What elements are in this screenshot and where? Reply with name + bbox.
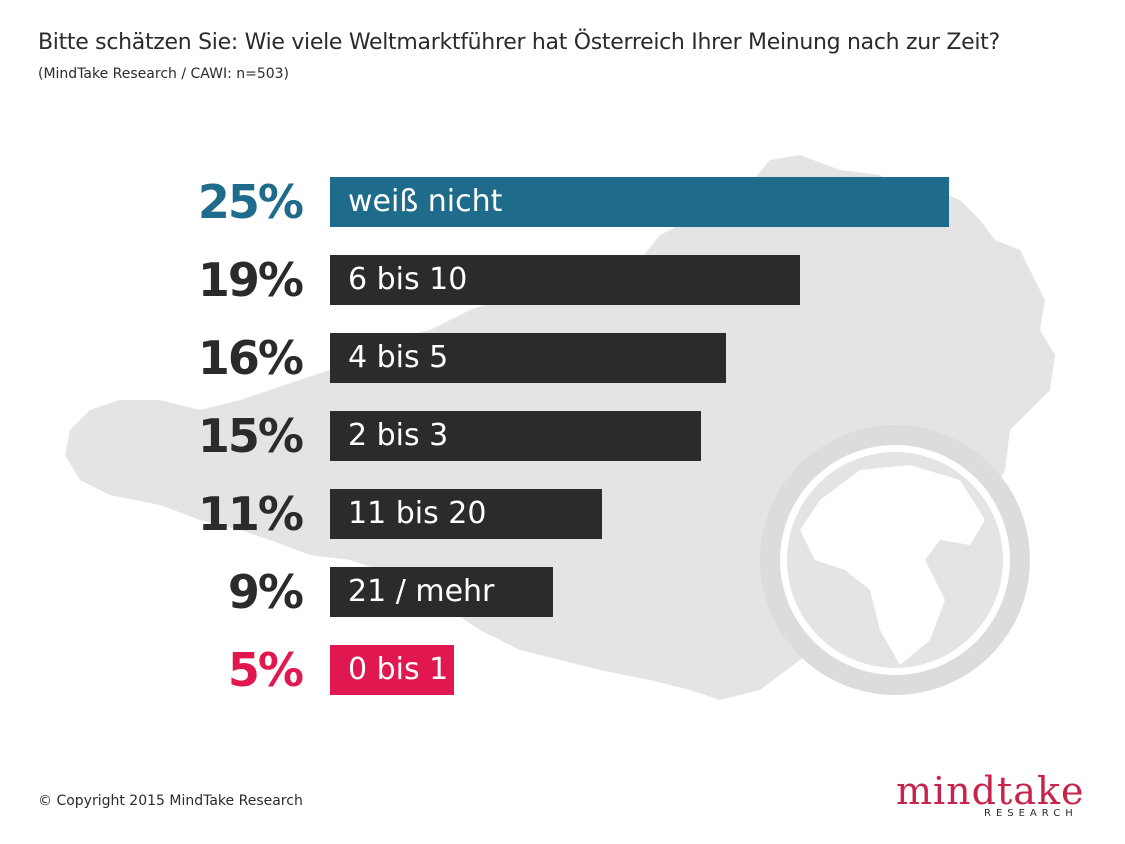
value-label: 15% [197,409,304,463]
value-label: 19% [197,253,304,307]
logo-subtitle: RESEARCH [984,808,1078,819]
page-title: Bitte schätzen Sie: Wie viele Weltmarktf… [38,30,1000,55]
value-label: 9% [227,565,304,619]
mindtake-logo: mindtake RESEARCH [896,768,1086,824]
page-subtitle: (MindTake Research / CAWI: n=503) [38,66,290,82]
bar [330,567,553,617]
globe-icon [760,425,1030,695]
category-label: 21 / mehr [348,574,495,609]
category-label: 11 bis 20 [348,496,487,531]
value-label: 5% [227,643,304,697]
bar [330,645,454,695]
bar [330,255,800,305]
category-label: weiß nicht [348,184,503,219]
category-label: 6 bis 10 [348,262,468,297]
value-label: 16% [197,331,304,385]
value-label: 11% [197,487,304,541]
bar [330,177,949,227]
bar [330,411,701,461]
bar [330,333,726,383]
category-label: 4 bis 5 [348,340,449,375]
value-label: 25% [197,175,304,229]
category-label: 0 bis 1 [348,652,449,687]
bar [330,489,602,539]
category-label: 2 bis 3 [348,418,449,453]
copyright-text: © Copyright 2015 MindTake Research [38,793,303,809]
logo-wordmark: mindtake [896,769,1085,813]
